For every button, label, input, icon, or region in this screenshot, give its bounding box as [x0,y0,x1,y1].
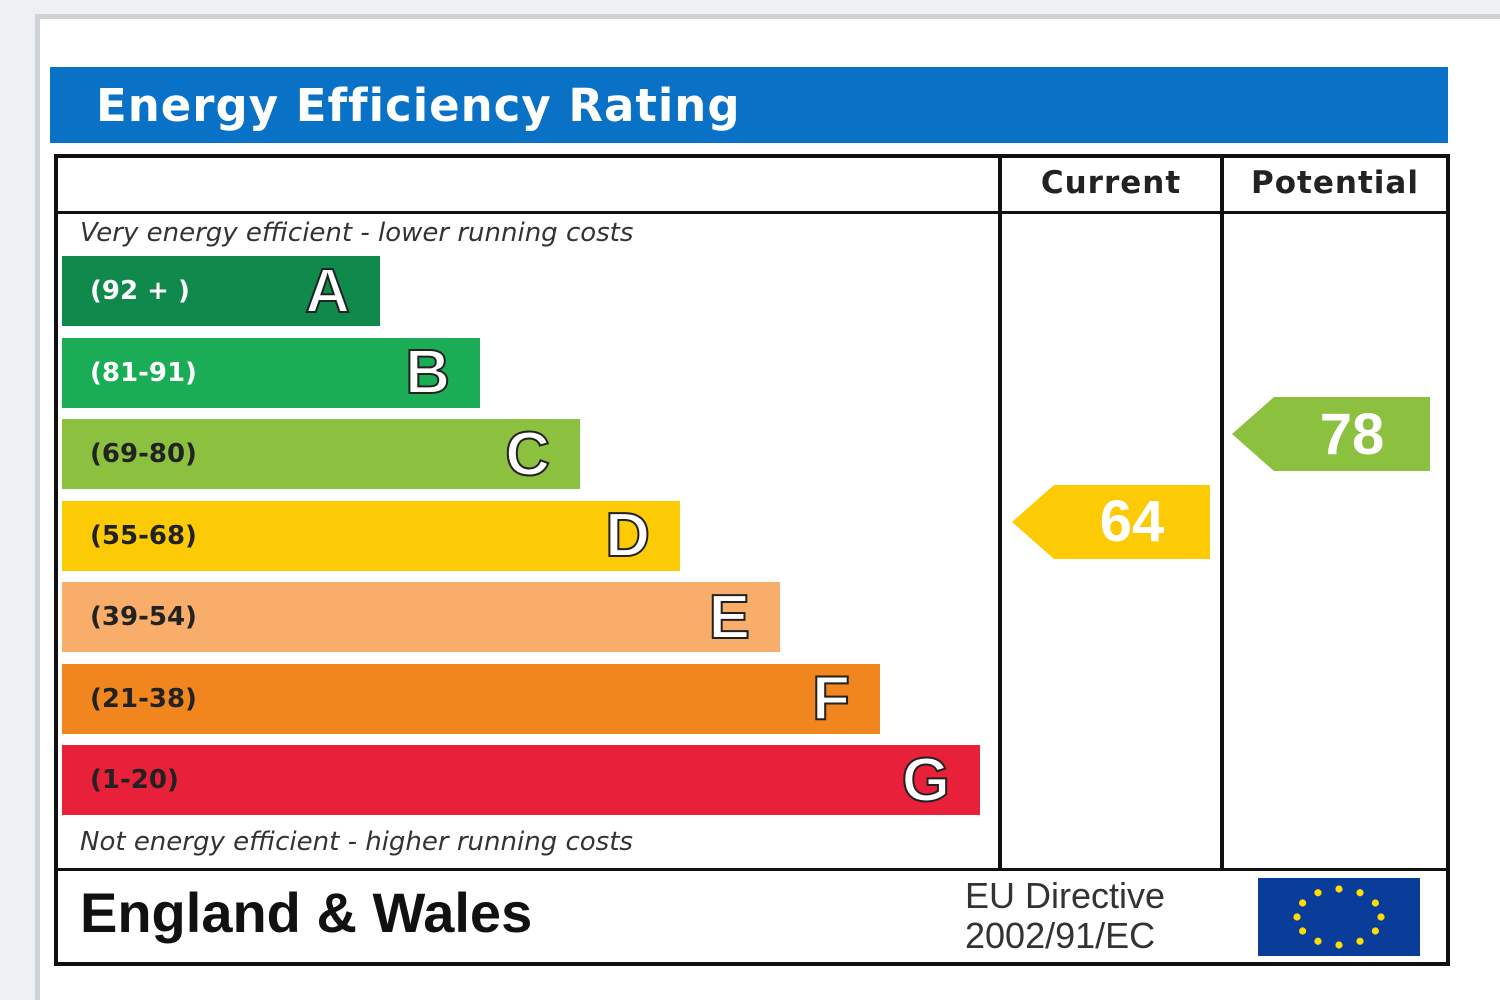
eu-star [1314,937,1322,945]
divider-potential-left [1220,154,1224,870]
eu-star [1335,941,1343,949]
eu-directive-line2: 2002/91/EC [965,915,1156,956]
eu-star [1371,899,1379,907]
column-current-header: Current [1040,165,1182,201]
eu-flag-icon [1258,878,1420,956]
rating-arrow-shape [1012,484,1210,559]
band-range: (21-38) [90,683,197,714]
eu-star [1356,889,1364,897]
band-letter: C [504,419,551,490]
band-range: (39-54) [90,602,197,632]
eu-star [1299,899,1307,907]
band-range: (92 + ) [90,276,190,306]
band-letter: A [304,256,351,327]
eu-star [1356,937,1364,945]
rating-value: 78 [1319,401,1385,467]
band-range: (69-80) [90,439,197,469]
chart-title: Energy Efficiency Rating [96,78,741,132]
band-c: (69-80) C [62,419,580,490]
band-letter: G [901,745,951,816]
eu-directive: EU Directive 2002/91/EC [965,876,1165,956]
band-range: (81-91) [90,357,197,388]
rating-table [54,154,1450,966]
rating-value: 64 [1099,489,1165,554]
caption-top: Very energy efficient - lower running co… [80,218,634,248]
eu-star [1377,913,1385,921]
band-b: (81-91) B [62,337,480,408]
current-rating-arrow: 64 [1012,484,1210,559]
header-divider [54,211,1450,214]
band-range: (55-68) [90,520,197,551]
band-e: (39-54) E [62,582,780,653]
caption-bottom: Not energy efficient - higher running co… [80,827,633,857]
eu-star [1299,927,1307,935]
eu-star [1335,885,1343,893]
rating-arrow-shape [1232,397,1430,471]
eu-star [1314,889,1322,897]
eu-star [1371,927,1379,935]
band-f: (21-38) F [62,663,880,734]
potential-rating-arrow: 78 [1232,397,1430,471]
column-potential-header: Potential [1251,165,1419,201]
band-d: (55-68) D [62,500,680,571]
divider-current-left [998,154,1002,870]
band-letter: B [404,337,451,408]
footer-country: England & Wales [80,881,533,944]
band-range: (1-20) [90,765,179,795]
footer-divider [54,868,1450,871]
band-g: (1-20) G [62,745,980,816]
band-a: (92 + ) A [62,256,380,327]
eu-star [1293,913,1301,921]
eu-directive-line1: EU Directive [965,875,1166,916]
band-letter: D [604,500,651,571]
band-letter: E [708,582,751,653]
title-bar: Energy Efficiency Rating [50,67,1448,143]
band-letter: F [811,663,851,734]
